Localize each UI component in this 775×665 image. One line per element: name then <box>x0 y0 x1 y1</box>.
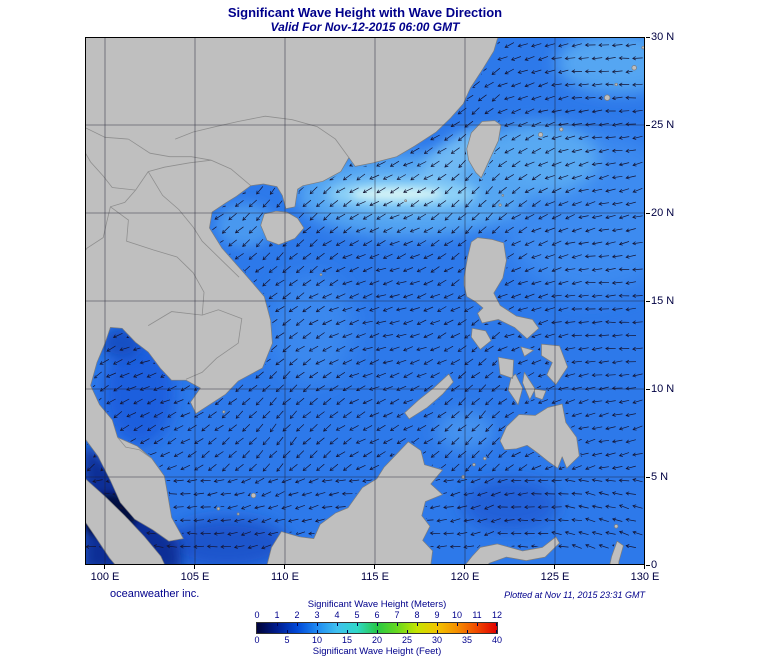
legend-gradient-bar <box>256 622 498 634</box>
y-axis-label: 20 N <box>651 207 675 219</box>
legend-meters-tick <box>437 623 438 626</box>
x-axis-label: 115 E <box>361 571 389 583</box>
legend-feet-tick <box>377 630 378 633</box>
y-axis-label: 0 <box>651 559 658 571</box>
x-axis-label: 100 E <box>90 571 120 583</box>
chart-valid-time: Valid For Nov-12-2015 06:00 GMT <box>270 20 460 34</box>
legend-meters-value: 3 <box>314 610 320 620</box>
y-axis-label: 10 N <box>651 383 675 395</box>
legend-meters-value: 2 <box>294 610 300 620</box>
legend-meters-tick <box>397 623 398 626</box>
legend-meters-value: 12 <box>491 610 502 620</box>
legend-feet-tick <box>287 630 288 633</box>
legend-feet-value: 20 <box>371 635 382 645</box>
legend-feet-value: 15 <box>341 635 352 645</box>
grid-lines <box>85 37 645 565</box>
legend-feet-value: 10 <box>311 635 322 645</box>
legend-feet-tick <box>467 630 468 633</box>
x-axis-tick <box>284 565 286 569</box>
legend-meters-value: 6 <box>374 610 380 620</box>
legend-meters-value: 5 <box>354 610 360 620</box>
legend-meters-tick <box>457 623 458 626</box>
legend-meters-tick <box>257 623 258 626</box>
x-axis-label: 105 E <box>180 571 210 583</box>
legend-feet-value: 35 <box>461 635 472 645</box>
legend-meters-tick <box>357 623 358 626</box>
legend-feet-value: 5 <box>284 635 290 645</box>
x-axis-tick <box>194 565 196 569</box>
legend-meters-value: 0 <box>254 610 260 620</box>
legend-meters-tick <box>377 623 378 626</box>
legend-feet-tick <box>437 630 438 633</box>
x-axis-label: 130 E <box>630 571 660 583</box>
legend-feet-value: 40 <box>491 635 502 645</box>
map-frame <box>85 37 645 565</box>
legend-feet-tick <box>347 630 348 633</box>
legend-meters-tick <box>277 623 278 626</box>
legend-feet-title: Significant Wave Height (Feet) <box>312 646 442 657</box>
y-axis-tick <box>646 124 650 126</box>
x-axis-label: 125 E <box>540 571 570 583</box>
legend-meters-value: 1 <box>274 610 280 620</box>
legend-feet-tick <box>317 630 318 633</box>
legend-meters-value: 9 <box>434 610 440 620</box>
x-axis-tick <box>104 565 106 569</box>
y-axis-tick <box>646 388 650 390</box>
legend-meters-title: Significant Wave Height (Meters) <box>307 599 447 610</box>
legend-meters-value: 7 <box>394 610 400 620</box>
y-axis-tick <box>646 36 650 38</box>
legend-feet-tick <box>496 630 497 633</box>
chart-title: Significant Wave Height with Wave Direct… <box>227 5 503 20</box>
legend-feet-tick <box>257 630 258 633</box>
x-axis-tick <box>644 565 646 569</box>
legend-meters-value: 4 <box>334 610 340 620</box>
map-canvas <box>85 37 645 565</box>
legend-meters-ticks: 0 1 2 3 4 5 6 7 8 9 10 11 12 <box>254 610 502 621</box>
y-axis-tick <box>646 212 650 214</box>
legend-meters-value: 10 <box>451 610 462 620</box>
y-axis-label: 15 N <box>651 295 675 307</box>
legend-meters-tick <box>477 623 478 626</box>
y-axis-tick <box>646 300 650 302</box>
y-axis-label: 25 N <box>651 119 675 131</box>
plotted-timestamp: Plotted at Nov 11, 2015 23:31 GMT <box>504 590 645 600</box>
country-borders <box>85 115 350 459</box>
y-axis-label: 5 N <box>651 471 669 483</box>
x-axis-tick <box>374 565 376 569</box>
wave-direction-arrows <box>85 41 643 550</box>
legend-feet-ticks: 0 5 10 15 20 25 30 35 40 <box>254 635 502 646</box>
legend-meters-tick <box>317 623 318 626</box>
legend-meters-value: 11 <box>472 610 482 620</box>
y-axis-label: 30 N <box>651 31 675 43</box>
legend-feet-value: 25 <box>401 635 412 645</box>
legend-meters-tick <box>337 623 338 626</box>
legend-meters-tick <box>496 623 497 626</box>
x-axis-label: 120 E <box>450 571 480 583</box>
legend-feet-value: 0 <box>254 635 260 645</box>
credit: oceanweather inc. <box>110 588 200 600</box>
legend-meters-tick <box>297 623 298 626</box>
y-axis-tick <box>646 564 650 566</box>
x-axis-label: 110 E <box>271 571 299 583</box>
legend-meters-tick <box>417 623 418 626</box>
x-axis-tick <box>554 565 556 569</box>
legend-feet-value: 30 <box>431 635 442 645</box>
x-axis-tick <box>464 565 466 569</box>
legend-feet-tick <box>407 630 408 633</box>
y-axis-tick <box>646 476 650 478</box>
legend-meters-value: 8 <box>414 610 420 620</box>
